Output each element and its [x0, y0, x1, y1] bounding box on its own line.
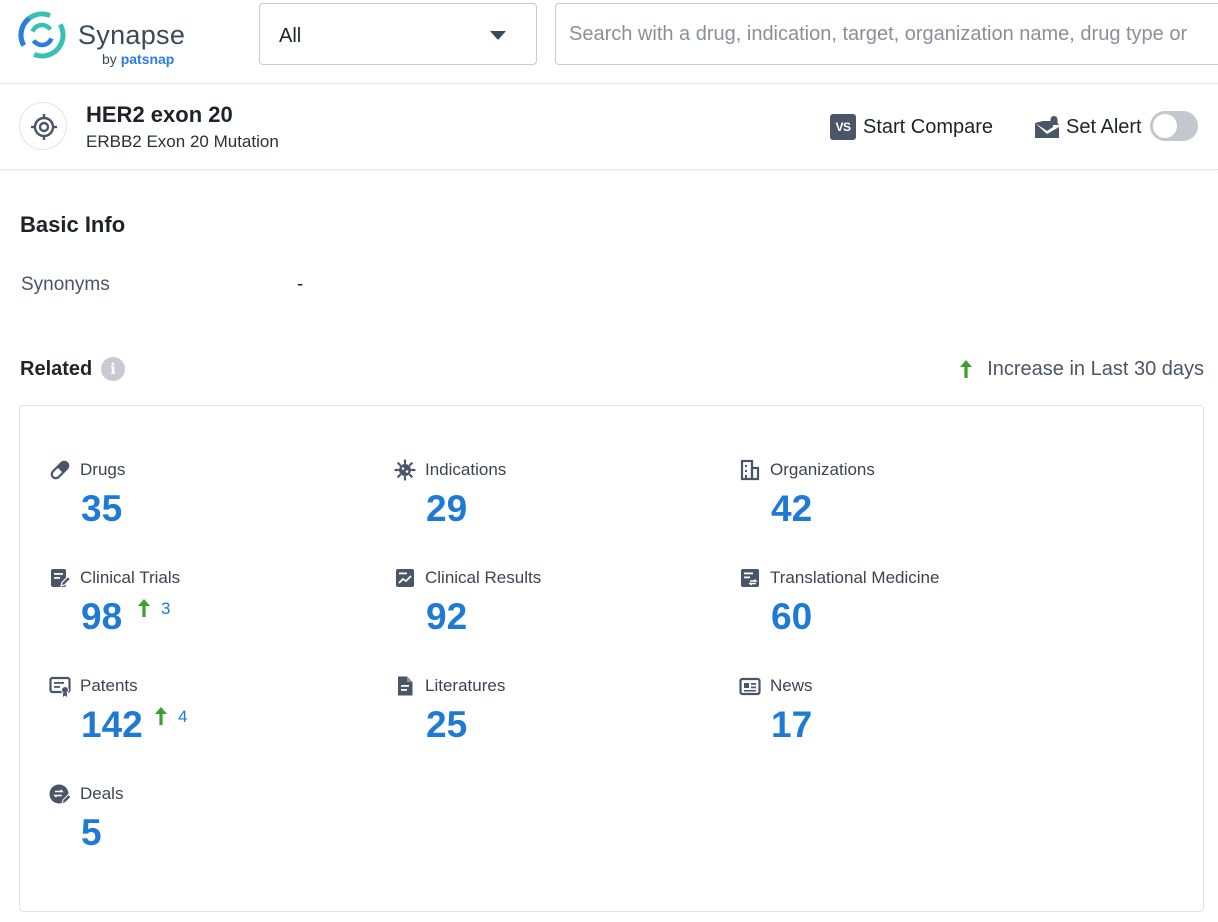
related-indications-count: 29 [426, 488, 467, 530]
logo-title: Synapse [78, 20, 185, 51]
related-stats-card: Drugs 35 Indications 29 [19, 405, 1204, 912]
related-deals-count: 5 [81, 812, 102, 854]
target-icon [19, 102, 67, 150]
patents-increase-count: 4 [178, 707, 187, 727]
related-news[interactable]: News 17 [739, 674, 1069, 764]
document-icon [394, 675, 416, 697]
top-bar: Synapse by patsnap All [0, 0, 1218, 84]
increase-legend: Increase in Last 30 days [959, 356, 1204, 382]
search-scope-select[interactable]: All [259, 3, 537, 65]
related-deals[interactable]: Deals 5 [49, 782, 379, 872]
logo-by-text: by [102, 51, 117, 67]
clipboard-edit-icon [49, 567, 71, 589]
toggle-knob [1153, 114, 1177, 138]
related-patents[interactable]: Patents 142 4 [49, 674, 379, 764]
search-scope-value: All [279, 25, 301, 48]
clinical-trials-increase-count: 3 [161, 599, 170, 619]
related-indications-label: Indications [425, 460, 506, 480]
patents-increase: 4 [154, 706, 187, 727]
search-input[interactable] [555, 3, 1218, 65]
related-clinical-results[interactable]: Clinical Results 92 [394, 566, 724, 656]
arrow-up-icon [959, 359, 973, 379]
set-alert-button[interactable]: Set Alert [1034, 113, 1142, 141]
compare-vs-icon: VS [830, 114, 856, 140]
related-indications[interactable]: Indications 29 [394, 458, 724, 548]
related-drugs[interactable]: Drugs 35 [49, 458, 379, 548]
logo-brand-text: patsnap [121, 51, 175, 67]
synapse-logo[interactable]: Synapse by patsnap [18, 10, 198, 62]
page-subtitle: ERBB2 Exon 20 Mutation [86, 132, 279, 152]
synonyms-value: - [297, 274, 303, 296]
related-literatures-label: Literatures [425, 676, 505, 696]
synonyms-label: Synonyms [21, 274, 110, 296]
logo-subtitle: by patsnap [102, 51, 174, 67]
page-title: HER2 exon 20 [86, 102, 233, 128]
virus-icon [394, 459, 416, 481]
related-clinical-results-label: Clinical Results [425, 568, 541, 588]
newspaper-icon [739, 675, 761, 697]
document-exchange-icon [739, 567, 761, 589]
related-organizations-count: 42 [771, 488, 812, 530]
related-clinical-trials-count: 98 [81, 596, 122, 638]
related-clinical-results-count: 92 [426, 596, 467, 638]
deal-icon [49, 783, 71, 805]
related-drugs-label: Drugs [80, 460, 125, 480]
set-alert-label: Set Alert [1066, 116, 1142, 139]
related-patents-count: 142 [81, 704, 143, 746]
building-icon [739, 459, 761, 481]
arrow-up-icon [154, 706, 168, 726]
alert-envelope-icon [1034, 115, 1060, 139]
related-drugs-count: 35 [81, 488, 122, 530]
related-clinical-trials-label: Clinical Trials [80, 568, 180, 588]
related-news-count: 17 [771, 704, 812, 746]
related-literatures-count: 25 [426, 704, 467, 746]
synapse-logo-icon [18, 11, 66, 59]
increase-legend-label: Increase in Last 30 days [987, 358, 1204, 381]
start-compare-button[interactable]: VS Start Compare [830, 113, 993, 141]
start-compare-label: Start Compare [863, 116, 993, 139]
related-organizations[interactable]: Organizations 42 [739, 458, 1069, 548]
info-icon[interactable]: i [101, 357, 125, 381]
caret-down-icon [490, 31, 506, 40]
related-literatures[interactable]: Literatures 25 [394, 674, 724, 764]
chart-report-icon [394, 567, 416, 589]
related-organizations-label: Organizations [770, 460, 875, 480]
entity-header: HER2 exon 20 ERBB2 Exon 20 Mutation VS S… [0, 84, 1218, 170]
related-news-label: News [770, 676, 813, 696]
basic-info-heading: Basic Info [20, 212, 125, 238]
clinical-trials-increase: 3 [137, 598, 170, 619]
related-translational-medicine-count: 60 [771, 596, 812, 638]
related-clinical-trials[interactable]: Clinical Trials 98 3 [49, 566, 379, 656]
arrow-up-icon [137, 598, 151, 618]
related-heading: Related [20, 358, 92, 381]
related-deals-label: Deals [80, 784, 123, 804]
alert-toggle[interactable] [1150, 111, 1198, 141]
related-translational-medicine-label: Translational Medicine [770, 568, 939, 588]
certificate-icon [49, 675, 71, 697]
related-patents-label: Patents [80, 676, 138, 696]
related-translational-medicine[interactable]: Translational Medicine 60 [739, 566, 1069, 656]
pill-icon [49, 459, 71, 481]
